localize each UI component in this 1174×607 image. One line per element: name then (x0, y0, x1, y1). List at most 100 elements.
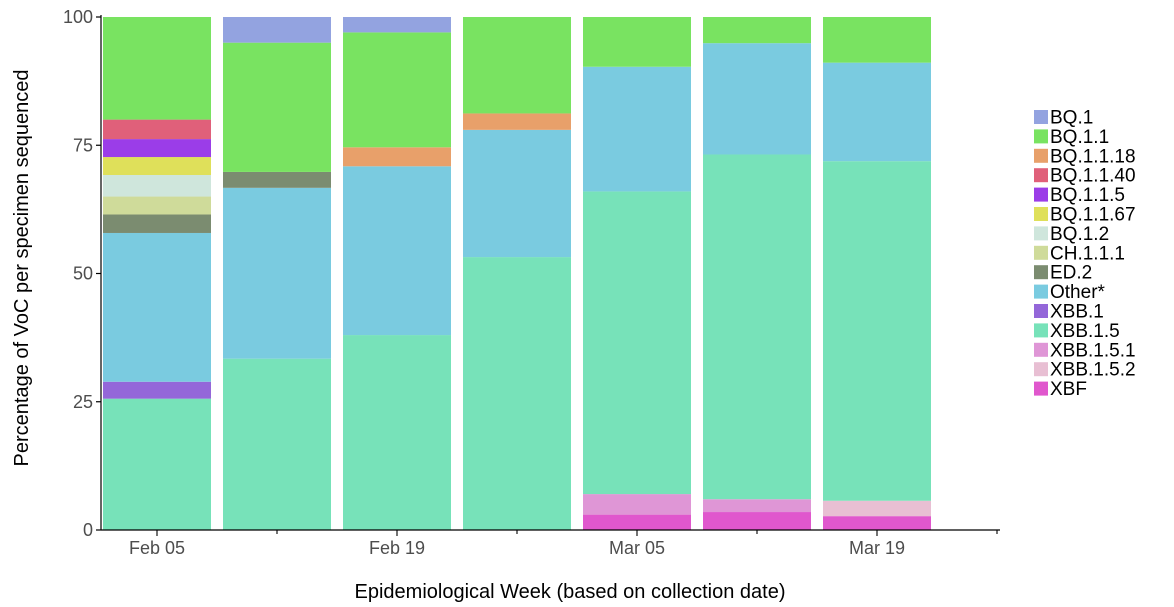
bar-column-week-4 (463, 17, 571, 530)
bar-segment-bq-1-1-week-2 (223, 42, 331, 172)
bar-segment-bq-1-1-week-4 (463, 17, 571, 114)
legend-item-ed-2: ED.2 (1034, 263, 1092, 284)
legend-swatch (1034, 342, 1048, 357)
bar-segment-bq-1-1-week-1 (103, 17, 211, 120)
legend-item-bq-1-2: BQ.1.2 (1034, 224, 1109, 245)
bar-segment-bq-1-week-2 (223, 17, 331, 43)
legend-label: Other* (1050, 282, 1106, 303)
bar-segment-ed-2-week-1 (103, 214, 211, 233)
legend-swatch (1034, 362, 1048, 377)
legend-swatch (1034, 148, 1048, 163)
x-tick-label: Feb 19 (369, 538, 425, 558)
bar-segment-other-week-6 (703, 43, 811, 155)
legend-item-ch-1-1-1: CH.1.1.1 (1034, 243, 1125, 264)
y-tick-label: 0 (83, 520, 93, 540)
bar-segment-xbf-week-5 (583, 514, 691, 530)
y-tick-label: 25 (73, 392, 93, 412)
legend-swatch (1034, 168, 1048, 183)
bars-group (103, 17, 931, 530)
legend-item-xbb-1-5-1: XBB.1.5.1 (1034, 340, 1136, 361)
legend-label: XBB.1 (1050, 302, 1104, 323)
bar-segment-other-week-4 (463, 129, 571, 258)
bar-segment-ch-1-1-1-week-1 (103, 196, 211, 215)
bar-segment-bq-1-1-week-6 (703, 17, 811, 44)
y-tick-label: 100 (63, 7, 93, 27)
bar-segment-bq-1-1-5-week-1 (103, 139, 211, 158)
bar-segment-other-week-5 (583, 66, 691, 192)
legend-item-bq-1-1-5: BQ.1.1.5 (1034, 185, 1125, 206)
legend-item-bq-1-1: BQ.1.1 (1034, 127, 1109, 148)
bar-segment-bq-1-2-week-1 (103, 175, 211, 197)
bar-segment-xbb-1-5-week-6 (703, 154, 811, 500)
legend-label: BQ.1 (1050, 108, 1093, 129)
y-axis-title: Percentage of VoC per specimen sequenced (11, 70, 33, 467)
legend-label: BQ.1.1.18 (1050, 146, 1136, 167)
legend-item-xbb-1-5: XBB.1.5 (1034, 321, 1120, 342)
legend-swatch (1034, 265, 1048, 280)
bar-column-week-5 (583, 17, 691, 530)
bar-column-week-3 (343, 17, 451, 530)
bar-segment-xbb-1-5-week-7 (823, 161, 931, 501)
bar-segment-other-week-7 (823, 62, 931, 162)
legend-label: BQ.1.1.40 (1050, 166, 1136, 187)
legend-swatch (1034, 284, 1048, 299)
bar-segment-other-week-1 (103, 232, 211, 382)
legend-item-bq-1-1-40: BQ.1.1.40 (1034, 166, 1136, 187)
bar-segment-xbb-1-5-2-week-7 (823, 500, 931, 517)
bar-segment-bq-1-1-40-week-1 (103, 119, 211, 140)
legend-swatch (1034, 129, 1048, 144)
bar-segment-bq-1-1-week-7 (823, 17, 931, 63)
bar-segment-bq-1-1-18-week-4 (463, 113, 571, 130)
legend-label: CH.1.1.1 (1050, 243, 1125, 264)
y-tick-label: 75 (73, 135, 93, 155)
bar-column-week-1 (103, 17, 211, 530)
legend-label: BQ.1.1 (1050, 127, 1109, 148)
legend-item-bq-1-1-67: BQ.1.1.67 (1034, 205, 1136, 226)
bar-segment-bq-1-week-3 (343, 17, 451, 33)
x-ticks-group: Feb 05 Feb 19 Mar 05 Mar 19 (129, 530, 998, 558)
legend-swatch (1034, 381, 1048, 396)
legend-label: XBF (1050, 379, 1087, 400)
bar-segment-bq-1-1-18-week-3 (343, 147, 451, 167)
bar-segment-bq-1-1-67-week-1 (103, 157, 211, 176)
bar-segment-ed-2-week-2 (223, 171, 331, 188)
bar-segment-xbb-1-5-week-1 (103, 398, 211, 530)
x-tick-label: Feb 05 (129, 538, 185, 558)
legend-label: XBB.1.5 (1050, 321, 1120, 342)
legend-item-bq-1-1-18: BQ.1.1.18 (1034, 146, 1136, 167)
legend-label: ED.2 (1050, 263, 1092, 284)
bar-segment-xbb-1-5-week-2 (223, 358, 331, 530)
legend-label: BQ.1.1.5 (1050, 185, 1125, 206)
bar-segment-bq-1-1-week-3 (343, 32, 451, 148)
bar-segment-xbb-1-week-1 (103, 381, 211, 399)
bar-segment-xbb-1-5-week-3 (343, 335, 451, 530)
legend-item-xbb-1-5-2: XBB.1.5.2 (1034, 360, 1136, 381)
bar-segment-xbb-1-5-1-week-5 (583, 494, 691, 515)
legend-item-xbb-1: XBB.1 (1034, 302, 1104, 323)
x-tick-label: Mar 05 (609, 538, 665, 558)
bar-column-week-6 (703, 17, 811, 530)
bar-segment-xbb-1-5-week-4 (463, 257, 571, 530)
bar-column-week-7 (823, 17, 931, 530)
legend-swatch (1034, 207, 1048, 221)
legend-swatch (1034, 110, 1048, 124)
bar-segment-xbf-week-7 (823, 516, 931, 530)
bar-segment-other-week-2 (223, 187, 331, 359)
legend-label: XBB.1.5.2 (1050, 360, 1136, 381)
legend-item-other: Other* (1034, 282, 1106, 303)
legend-item-bq-1: BQ.1 (1034, 108, 1093, 129)
legend-swatch (1034, 187, 1048, 202)
y-ticks-group: 0 25 50 75 100 (63, 7, 101, 540)
bar-segment-xbb-1-5-1-week-6 (703, 499, 811, 513)
legend-label: BQ.1.2 (1050, 224, 1109, 245)
bar-segment-other-week-3 (343, 166, 451, 336)
legend-swatch (1034, 323, 1048, 338)
bar-column-week-2 (223, 17, 331, 530)
x-axis-title: Epidemiological Week (based on collectio… (355, 581, 786, 603)
bar-segment-xbb-1-5-week-5 (583, 191, 691, 495)
legend-item-xbf: XBF (1034, 379, 1087, 400)
legend-label: XBB.1.5.1 (1050, 340, 1136, 361)
legend-swatch (1034, 245, 1048, 260)
